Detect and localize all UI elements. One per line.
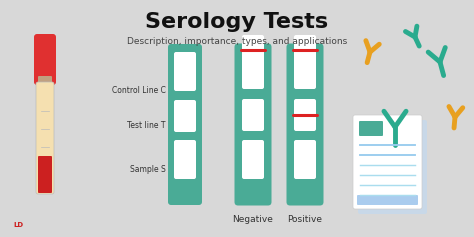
FancyBboxPatch shape [34,34,56,85]
FancyBboxPatch shape [38,76,52,90]
FancyBboxPatch shape [174,140,196,179]
Text: Serology Tests: Serology Tests [146,12,328,32]
FancyBboxPatch shape [294,35,316,89]
FancyBboxPatch shape [294,140,316,179]
FancyBboxPatch shape [294,99,316,131]
Text: Sample S: Sample S [130,165,166,174]
Text: Control Line C: Control Line C [112,86,166,95]
FancyBboxPatch shape [174,52,196,91]
FancyBboxPatch shape [168,44,202,205]
FancyBboxPatch shape [353,115,422,209]
FancyBboxPatch shape [242,99,264,131]
Text: LD: LD [13,222,23,228]
FancyBboxPatch shape [359,121,383,136]
FancyBboxPatch shape [357,195,418,205]
Text: Test line T: Test line T [128,121,166,130]
FancyBboxPatch shape [286,44,323,205]
FancyBboxPatch shape [242,140,264,179]
FancyBboxPatch shape [174,100,196,132]
FancyBboxPatch shape [36,82,54,194]
FancyBboxPatch shape [235,44,272,205]
FancyBboxPatch shape [358,120,427,214]
Text: Description, importance, types, and applications: Description, importance, types, and appl… [127,36,347,46]
FancyBboxPatch shape [38,156,52,193]
Text: Positive: Positive [288,214,322,223]
Text: Negative: Negative [233,214,273,223]
FancyBboxPatch shape [242,35,264,89]
